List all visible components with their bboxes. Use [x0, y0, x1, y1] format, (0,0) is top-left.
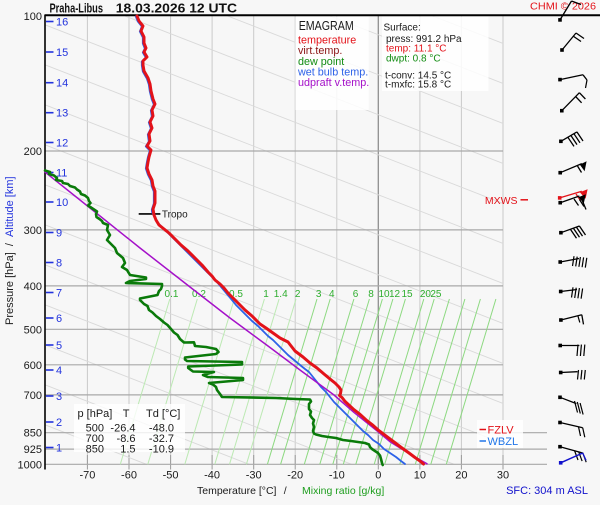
svg-text:-32.7: -32.7	[149, 433, 174, 445]
svg-text:-40: -40	[204, 470, 220, 482]
svg-text:10: 10	[414, 470, 426, 482]
svg-text:Mixing ratio [g/kg]: Mixing ratio [g/kg]	[302, 485, 384, 497]
svg-text:1: 1	[263, 289, 269, 300]
svg-text:SFC: 304 m ASL: SFC: 304 m ASL	[506, 485, 588, 497]
svg-text:-10: -10	[329, 470, 345, 482]
svg-text:0.5: 0.5	[229, 289, 243, 300]
svg-text:850: 850	[24, 428, 42, 440]
svg-text:virt.temp.: virt.temp.	[298, 45, 342, 57]
svg-text:Pressure [hPa] / Altitude [k: Pressure [hPa] / Altitude [km]	[4, 176, 16, 325]
svg-text:T: T	[123, 408, 130, 420]
svg-text:10: 10	[378, 289, 390, 300]
svg-text:6: 6	[56, 313, 62, 325]
svg-text:Temperature [°C]: Temperature [°C]	[197, 485, 277, 497]
svg-text:temp: 11.1 °C: temp: 11.1 °C	[386, 44, 447, 55]
svg-text:-50: -50	[163, 470, 179, 482]
svg-text:2: 2	[56, 417, 62, 429]
svg-text:p [hPa]: p [hPa]	[78, 408, 113, 420]
svg-text:1: 1	[56, 443, 62, 455]
svg-text:temperature: temperature	[298, 34, 356, 46]
svg-text:9: 9	[56, 228, 62, 240]
svg-text:2: 2	[295, 289, 301, 300]
svg-text:-30: -30	[246, 470, 262, 482]
svg-text:4: 4	[56, 365, 62, 377]
svg-text:wet bulb temp.: wet bulb temp.	[297, 67, 368, 79]
svg-text:30: 30	[497, 470, 509, 482]
svg-text:5: 5	[56, 340, 62, 352]
svg-text:200: 200	[24, 146, 42, 158]
svg-text:8: 8	[368, 289, 374, 300]
svg-text:udpraft v.temp.: udpraft v.temp.	[298, 77, 369, 89]
svg-text:3: 3	[56, 391, 62, 403]
svg-text:10: 10	[56, 197, 68, 209]
svg-text:EMAGRAM: EMAGRAM	[299, 19, 354, 33]
svg-text:-26.4: -26.4	[110, 423, 135, 435]
svg-text:t-mxfc: 15.8 °C: t-mxfc: 15.8 °C	[385, 80, 451, 91]
svg-text:press: 991.2 hPa: press: 991.2 hPa	[386, 34, 462, 45]
svg-text:20: 20	[420, 289, 432, 300]
svg-text:600: 600	[24, 360, 42, 372]
svg-text:100: 100	[24, 11, 42, 23]
svg-text:Tropo: Tropo	[162, 210, 188, 221]
svg-text:Td [°C]: Td [°C]	[146, 408, 180, 420]
svg-text:Surface:: Surface:	[384, 23, 421, 34]
svg-text:12: 12	[389, 289, 401, 300]
svg-text:WBZL: WBZL	[488, 436, 519, 448]
svg-text:dew point: dew point	[298, 56, 344, 68]
svg-text:FZLV: FZLV	[488, 425, 515, 437]
svg-text:18.03.2026 12 UTC: 18.03.2026 12 UTC	[116, 2, 237, 16]
svg-text:7: 7	[56, 288, 62, 300]
svg-text:-70: -70	[79, 470, 95, 482]
svg-text:/: /	[284, 485, 287, 497]
svg-text:-48.0: -48.0	[149, 423, 174, 435]
svg-text:t-conv: 14.5 °C: t-conv: 14.5 °C	[385, 71, 451, 82]
svg-text:0: 0	[375, 470, 381, 482]
svg-text:16: 16	[56, 17, 68, 29]
svg-text:MXWS: MXWS	[485, 195, 518, 207]
svg-text:25: 25	[430, 289, 442, 300]
svg-text:12: 12	[56, 138, 68, 150]
svg-text:6: 6	[353, 289, 359, 300]
svg-text:700: 700	[86, 433, 104, 445]
svg-text:1000: 1000	[18, 459, 42, 471]
svg-text:15: 15	[401, 289, 413, 300]
svg-text:4: 4	[329, 289, 335, 300]
svg-text:CHMI © 2026: CHMI © 2026	[530, 2, 597, 13]
svg-text:500: 500	[86, 423, 104, 435]
svg-text:300: 300	[24, 225, 42, 237]
svg-text:0.1: 0.1	[165, 289, 179, 300]
svg-text:Praha-Libus: Praha-Libus	[50, 2, 104, 16]
svg-text:8: 8	[56, 258, 62, 270]
svg-text:400: 400	[24, 281, 42, 293]
svg-text:dwpt: 0.8 °C: dwpt: 0.8 °C	[386, 54, 441, 65]
svg-text:15: 15	[56, 47, 68, 59]
svg-text:3: 3	[316, 289, 322, 300]
svg-text:700: 700	[24, 390, 42, 402]
svg-text:-10.9: -10.9	[149, 444, 174, 456]
svg-text:850: 850	[86, 444, 104, 456]
svg-text:-60: -60	[121, 470, 137, 482]
svg-text:925: 925	[24, 444, 42, 456]
svg-text:1.5: 1.5	[120, 444, 135, 456]
svg-text:14: 14	[56, 78, 68, 90]
svg-text:11: 11	[56, 168, 67, 180]
svg-text:500: 500	[24, 324, 42, 336]
svg-text:20: 20	[455, 470, 467, 482]
svg-text:-8.6: -8.6	[117, 433, 136, 445]
svg-text:13: 13	[56, 108, 68, 120]
svg-text:1.4: 1.4	[274, 289, 288, 300]
svg-text:-20: -20	[287, 470, 303, 482]
